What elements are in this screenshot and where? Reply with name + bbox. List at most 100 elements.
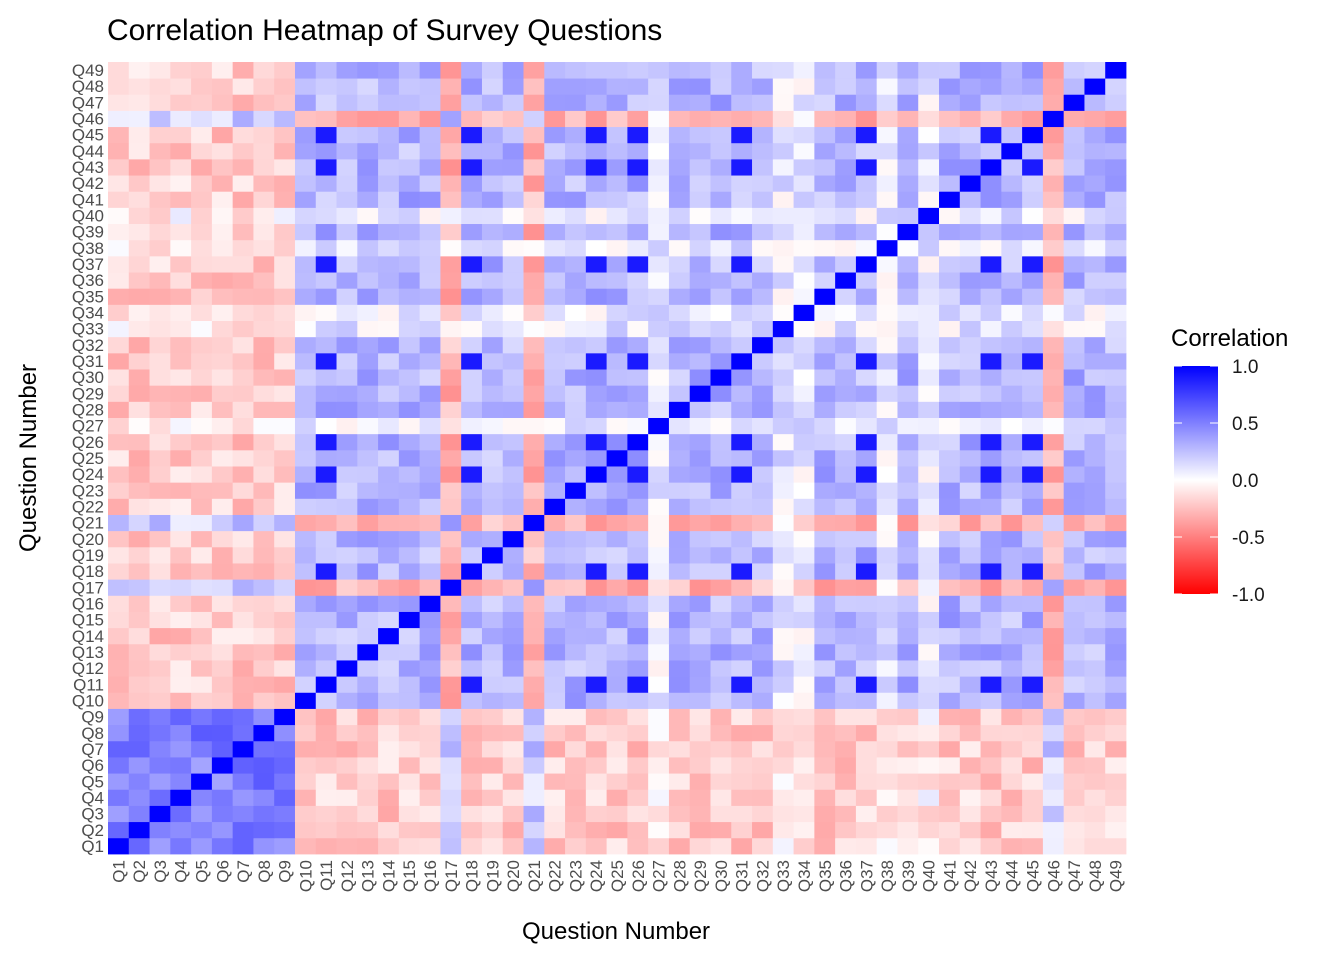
heatmap-cell bbox=[232, 94, 254, 111]
heatmap-cell bbox=[481, 837, 504, 855]
heatmap-cell bbox=[523, 78, 545, 95]
heatmap-cell bbox=[1063, 498, 1085, 515]
heatmap-cell bbox=[585, 158, 608, 176]
heatmap-cell bbox=[481, 482, 504, 499]
heatmap-cell bbox=[627, 304, 649, 322]
heatmap-cell bbox=[1105, 514, 1127, 532]
heatmap-cell bbox=[772, 821, 794, 839]
heatmap-cell bbox=[1042, 320, 1065, 338]
heatmap-cell bbox=[918, 62, 940, 79]
heatmap-cell bbox=[108, 773, 130, 790]
heatmap-cell bbox=[772, 773, 794, 790]
heatmap-cell bbox=[315, 514, 337, 532]
y-tick-label: Q14 bbox=[72, 627, 104, 646]
heatmap-cell bbox=[710, 175, 732, 192]
heatmap-cell bbox=[710, 579, 732, 596]
heatmap-cell bbox=[1063, 611, 1085, 629]
heatmap-cell bbox=[1022, 369, 1044, 386]
heatmap-cell bbox=[1084, 466, 1106, 483]
heatmap-cell bbox=[606, 530, 628, 548]
heatmap-cell bbox=[440, 369, 462, 386]
heatmap-cell bbox=[731, 288, 753, 305]
heatmap-cell bbox=[128, 320, 150, 338]
heatmap-cell bbox=[481, 239, 504, 257]
heatmap-cell bbox=[108, 821, 130, 839]
heatmap-cell bbox=[835, 563, 857, 580]
heatmap-cell bbox=[149, 789, 171, 806]
heatmap-cell bbox=[523, 821, 545, 839]
heatmap-cell bbox=[149, 821, 171, 839]
heatmap-cell bbox=[752, 579, 774, 596]
heatmap-cell bbox=[710, 466, 732, 483]
heatmap-cell bbox=[648, 320, 670, 338]
heatmap-cell bbox=[170, 837, 192, 855]
heatmap-cell bbox=[502, 482, 524, 499]
heatmap-cell bbox=[170, 466, 192, 483]
heatmap-cell bbox=[585, 320, 608, 338]
heatmap-cell bbox=[461, 595, 483, 612]
heatmap-cell bbox=[814, 773, 836, 790]
heatmap-cell bbox=[918, 514, 940, 532]
heatmap-cell bbox=[544, 255, 566, 273]
heatmap-cell bbox=[211, 466, 234, 483]
heatmap-cell bbox=[648, 401, 670, 418]
heatmap-cell bbox=[627, 401, 649, 418]
heatmap-cell bbox=[108, 126, 130, 144]
heatmap-cell bbox=[315, 191, 337, 208]
heatmap-cell bbox=[606, 789, 628, 806]
heatmap-cell bbox=[128, 563, 150, 580]
heatmap-cell bbox=[710, 385, 732, 402]
heatmap-cell bbox=[627, 660, 649, 677]
heatmap-cell bbox=[897, 175, 919, 192]
heatmap-cell bbox=[627, 740, 649, 758]
heatmap-cell bbox=[191, 676, 213, 693]
heatmap-cell bbox=[835, 660, 857, 677]
heatmap-cell bbox=[481, 272, 504, 289]
heatmap-cell bbox=[108, 789, 130, 806]
heatmap-cell bbox=[585, 288, 608, 305]
heatmap-cell bbox=[731, 514, 753, 532]
heatmap-cell bbox=[419, 255, 441, 273]
heatmap-cell bbox=[1084, 288, 1106, 305]
heatmap-cell bbox=[752, 789, 774, 806]
heatmap-cell bbox=[253, 530, 275, 548]
heatmap-cell bbox=[274, 385, 296, 402]
heatmap-cell bbox=[710, 94, 732, 111]
heatmap-cell bbox=[793, 757, 815, 774]
heatmap-cell bbox=[918, 708, 940, 726]
heatmap-cell bbox=[627, 255, 649, 273]
heatmap-cell bbox=[170, 417, 192, 435]
heatmap-cell bbox=[855, 482, 878, 499]
heatmap-cell bbox=[170, 708, 192, 726]
heatmap-cell bbox=[668, 401, 691, 418]
heatmap-cell bbox=[128, 207, 150, 225]
heatmap-cell bbox=[1022, 708, 1044, 726]
heatmap-cell bbox=[1042, 805, 1065, 823]
heatmap-cell bbox=[1105, 78, 1127, 95]
heatmap-cell bbox=[398, 821, 421, 839]
heatmap-cell bbox=[793, 385, 815, 402]
heatmap-cell bbox=[336, 773, 358, 790]
heatmap-cell bbox=[980, 708, 1002, 726]
heatmap-cell bbox=[108, 62, 130, 79]
heatmap-cell bbox=[980, 740, 1002, 758]
heatmap-cell bbox=[232, 498, 254, 515]
heatmap-cell bbox=[1063, 676, 1085, 693]
heatmap-cell bbox=[1042, 417, 1065, 435]
heatmap-cell bbox=[1001, 401, 1023, 418]
heatmap-cell bbox=[481, 563, 504, 580]
heatmap-cell bbox=[731, 643, 753, 661]
heatmap-cell bbox=[855, 110, 878, 128]
heatmap-cell bbox=[835, 336, 857, 354]
heatmap-cell bbox=[710, 401, 732, 418]
heatmap-cell bbox=[710, 530, 732, 548]
heatmap-cell bbox=[731, 207, 753, 225]
heatmap-cell bbox=[793, 805, 815, 823]
heatmap-cell bbox=[211, 288, 234, 305]
heatmap-cell bbox=[191, 352, 213, 370]
heatmap-cell bbox=[419, 272, 441, 289]
heatmap-cell bbox=[814, 498, 836, 515]
heatmap-cell bbox=[523, 255, 545, 273]
heatmap-cell bbox=[606, 805, 628, 823]
heatmap-cell bbox=[232, 449, 254, 467]
